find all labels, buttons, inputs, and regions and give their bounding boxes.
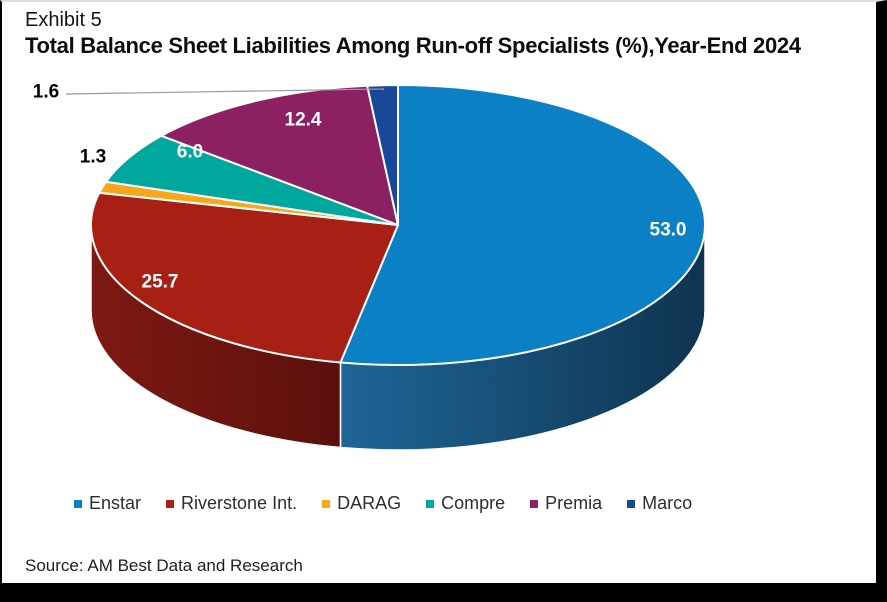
pie-slice-enstar — [339, 84, 706, 366]
leader-line-marco — [65, 88, 385, 95]
chart-legend: Enstar Riverstone Int. DARAG Compre Premia Ma… — [74, 493, 692, 514]
legend-item-marco: Marco — [627, 493, 692, 514]
legend-label: Premia — [545, 493, 603, 513]
slice-label-enstar: 53.0 — [650, 220, 687, 241]
legend-swatch-icon — [322, 499, 331, 508]
legend-item-compre: Compre — [426, 493, 505, 514]
legend-label: Compre — [441, 493, 506, 513]
pie-chart: 53.0 25.7 1.3 6.0 12.4 1.6 — [33, 82, 706, 451]
legend-item-enstar: Enstar — [74, 493, 141, 514]
legend-label: Enstar — [89, 493, 142, 513]
legend-item-darag: DARAG — [322, 493, 401, 514]
source-note: Source: AM Best Data and Research — [25, 556, 303, 575]
pie-slice-marco — [366, 84, 399, 226]
slice-label-premia: 12.4 — [285, 110, 322, 131]
pie-slice-riverstone-int — [90, 191, 399, 364]
exhibit-label: Exhibit 5 — [25, 9, 102, 31]
slice-label-darag: 1.3 — [80, 147, 106, 168]
slice-label-compre: 6.0 — [177, 142, 203, 163]
legend-swatch-icon — [166, 499, 175, 508]
pie-slice-premia — [160, 84, 399, 226]
chart-title: Total Balance Sheet Liabilities Among Ru… — [25, 33, 801, 58]
legend-label: Marco — [642, 493, 693, 513]
legend-swatch-icon — [627, 499, 636, 508]
legend-item-riverstone-int: Riverstone Int. — [166, 493, 297, 514]
legend-swatch-icon — [530, 499, 539, 508]
slice-label-riverstone-int: 25.7 — [142, 272, 179, 293]
legend-swatch-icon — [426, 499, 435, 508]
legend-item-premia: Premia — [530, 493, 602, 514]
legend-swatch-icon — [74, 499, 82, 508]
slice-label-marco: 1.6 — [33, 82, 59, 103]
legend-label: Riverstone Int. — [181, 493, 298, 513]
legend-label: DARAG — [337, 493, 402, 513]
